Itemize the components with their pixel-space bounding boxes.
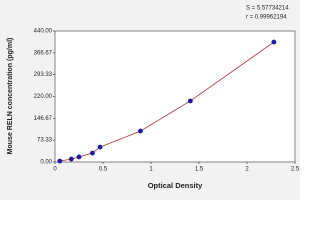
data-point [187,98,193,104]
y-tick-label: 73.33 [37,138,53,144]
data-point [68,156,74,162]
y-tick-label: 0.00 [40,160,52,166]
x-tick-label: 2 [245,167,249,173]
data-point [271,39,277,45]
data-point [90,150,95,156]
x-tick-label: 0 [53,167,57,173]
data-point [97,144,103,150]
y-tick-label: 366.67 [34,50,53,56]
y-tick-label: 440.00 [34,29,53,35]
plot-area [54,30,296,163]
x-tick-label: 1 [149,167,153,173]
page: Mouse RELN concentration (pg/ml) Optical… [0,0,300,200]
x-tick-label: 0.5 [99,167,108,173]
x-tick-label: 2.5 [291,167,300,173]
chart: Mouse RELN concentration (pg/ml) Optical… [0,0,300,200]
y-axis-label: Mouse RELN concentration (pg/ml) [7,38,14,155]
y-tick-label: 220.00 [34,94,53,100]
y-tick-label: 146.67 [34,116,53,122]
y-tick-label: 293.33 [34,72,53,78]
x-axis-label: Optical Density [148,181,203,190]
x-tick-label: 1.5 [195,167,204,173]
data-point [76,154,82,160]
annotation: r = 0.99962194 [246,15,287,21]
annotation: S = 5.57734214 [246,6,289,12]
data-point [57,158,63,164]
data-point [138,128,143,134]
